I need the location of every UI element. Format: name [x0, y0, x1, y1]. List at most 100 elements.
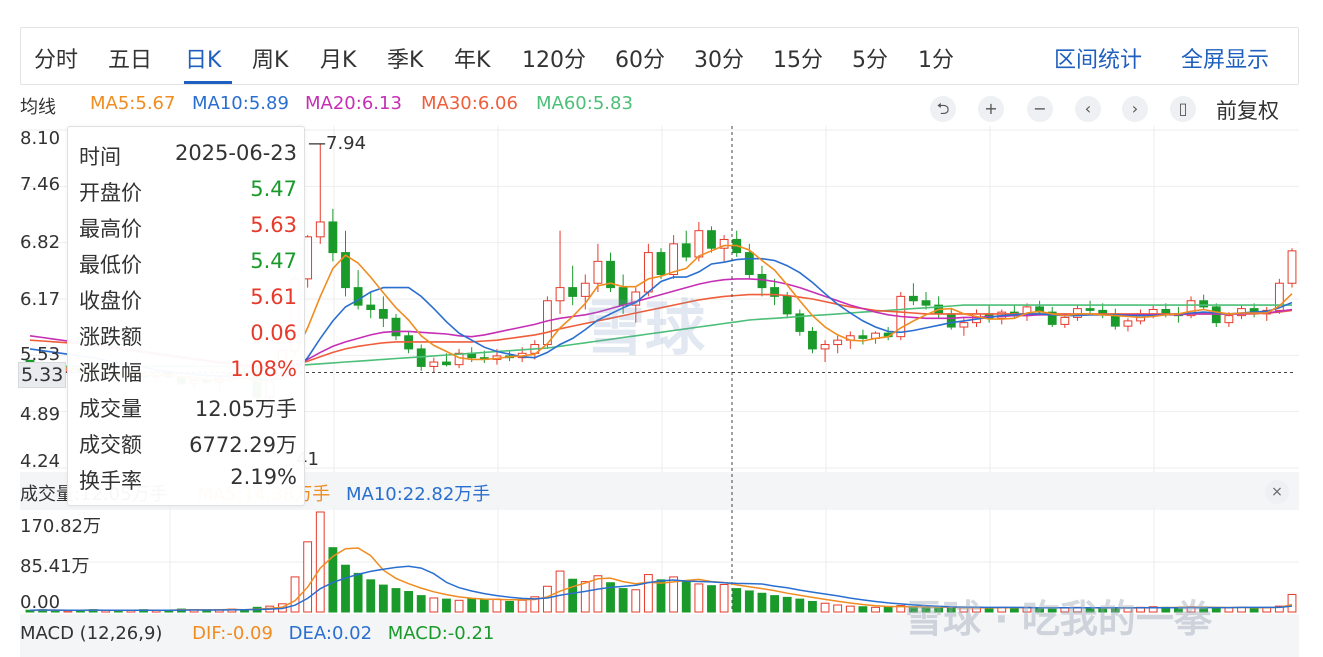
- volume-ma10-line: [29, 565, 1293, 611]
- macd-label: MACD (12,26,9): [20, 623, 163, 644]
- active-tab-underline: [184, 81, 232, 84]
- candle-body: [429, 361, 439, 367]
- price-axis-label: 4.24: [20, 451, 61, 472]
- candle-body: [808, 330, 817, 350]
- candle-body: [744, 252, 754, 275]
- volume-bar: [63, 610, 73, 613]
- volume-bar: [896, 605, 906, 613]
- tooltip-key: 成交额: [79, 433, 142, 457]
- tab-fenshi[interactable]: 分时: [34, 48, 79, 73]
- candle-body: [442, 361, 451, 366]
- volume-bar: [454, 599, 464, 613]
- candle-body: [391, 317, 401, 337]
- zoom-out-icon[interactable]: −: [1027, 96, 1053, 122]
- candle-body: [315, 221, 325, 238]
- tooltip-key: 换手率: [79, 469, 142, 493]
- tooltip-value: 5.63: [250, 213, 297, 237]
- tooltip-value: 6772.29万: [189, 433, 297, 457]
- candle-body: [341, 252, 350, 289]
- volume-bar: [820, 602, 830, 613]
- candle-body: [1224, 315, 1234, 324]
- macd-legend: MACD (12,26,9) DIF:-0.09 DEA:0.02 MACD:-…: [20, 623, 494, 644]
- tab-week-k[interactable]: 周K: [252, 48, 289, 73]
- current-price-badge: 5.33: [18, 362, 66, 388]
- tab-year-k[interactable]: 年K: [454, 48, 491, 73]
- volume-bar: [517, 599, 527, 613]
- candle-body: [378, 309, 388, 319]
- tab-five-day[interactable]: 五日: [108, 48, 153, 73]
- range-stats-button[interactable]: 区间统计: [1054, 48, 1143, 73]
- candle-style-icon[interactable]: ▯: [1170, 96, 1196, 122]
- volume-bar: [1211, 607, 1221, 613]
- volume-bar: [1148, 606, 1158, 613]
- volume-bar: [719, 584, 729, 613]
- tab-month-k[interactable]: 月K: [320, 48, 357, 73]
- tooltip-row-amount: 成交额 6772.29万: [79, 429, 297, 461]
- candle-body: [1073, 308, 1082, 318]
- volume-bar: [606, 582, 615, 613]
- tooltip-value: 2025-06-23: [174, 141, 297, 165]
- tab-day-k[interactable]: 日K: [185, 48, 222, 73]
- fullscreen-button[interactable]: 全屏显示: [1181, 48, 1270, 73]
- volume-bar: [656, 579, 666, 613]
- close-volume-icon[interactable]: ×: [1265, 480, 1289, 504]
- candle-body: [782, 295, 792, 315]
- adjust-mode-select[interactable]: 前复权: [1216, 99, 1279, 123]
- tab-quarter-k[interactable]: 季K: [387, 48, 424, 73]
- volume-bar: [568, 578, 578, 613]
- period-tabbar: 分时 五日 日K 周K 月K 季K 年K 120分 60分 30分 15分 5分…: [20, 27, 1299, 85]
- tooltip-row-low: 最低价 5.47: [79, 249, 297, 281]
- tab-30min[interactable]: 30分: [694, 48, 744, 73]
- candle-body: [543, 300, 552, 346]
- volume-bar: [580, 581, 590, 613]
- volume-bar: [492, 598, 502, 613]
- volume-ma10: MA10:22.82万手: [345, 484, 491, 505]
- tab-1min[interactable]: 1分: [918, 48, 954, 73]
- tooltip-key: 最低价: [79, 253, 142, 277]
- tab-15min[interactable]: 15分: [773, 48, 823, 73]
- volume-bar: [808, 600, 817, 613]
- volume-bar: [795, 598, 805, 613]
- volume-bar: [669, 576, 679, 613]
- reset-icon[interactable]: ⮌: [930, 96, 956, 122]
- tooltip-key: 成交量: [79, 397, 142, 421]
- ma5-value: MA5:5.67: [90, 93, 176, 114]
- candle-body: [921, 300, 931, 306]
- max-price-value: 7.94: [326, 133, 367, 154]
- price-axis-label: 8.10: [20, 128, 61, 149]
- candle-body: [593, 260, 603, 284]
- candle-body: [328, 221, 338, 254]
- candle-body: [656, 252, 666, 275]
- volume-bar: [694, 583, 704, 613]
- volume-bar: [757, 592, 767, 613]
- tab-60min[interactable]: 60分: [615, 48, 665, 73]
- candle-body: [770, 287, 779, 297]
- tab-120min[interactable]: 120分: [522, 48, 586, 73]
- zoom-in-icon[interactable]: +: [978, 96, 1004, 122]
- candle-body: [833, 339, 843, 346]
- candle-body: [1274, 282, 1284, 311]
- volume-bar: [871, 606, 880, 613]
- candle-body: [719, 238, 729, 249]
- tooltip-value: 0.06: [250, 321, 297, 345]
- pan-left-icon[interactable]: ‹: [1075, 96, 1101, 122]
- volume-bar: [744, 590, 754, 613]
- candle-body: [1085, 308, 1095, 311]
- candle-body: [707, 230, 716, 249]
- ma60-value: MA60:5.83: [536, 93, 633, 114]
- candle-body: [568, 287, 578, 297]
- candle-body: [694, 230, 704, 258]
- volume-bar: [543, 585, 552, 613]
- volume-bar: [303, 541, 313, 613]
- tab-5min[interactable]: 5分: [852, 48, 888, 73]
- tooltip-key: 时间: [79, 145, 121, 169]
- volume-bar: [593, 575, 603, 613]
- pan-right-icon[interactable]: ›: [1122, 96, 1148, 122]
- volume-bar: [643, 574, 653, 613]
- volume-bar: [479, 599, 489, 613]
- tooltip-row-high: 最高价 5.63: [79, 213, 297, 245]
- tooltip-value: 5.47: [250, 249, 297, 273]
- candle-body: [946, 313, 956, 328]
- volume-bar: [707, 585, 716, 613]
- candle-body: [1211, 306, 1221, 324]
